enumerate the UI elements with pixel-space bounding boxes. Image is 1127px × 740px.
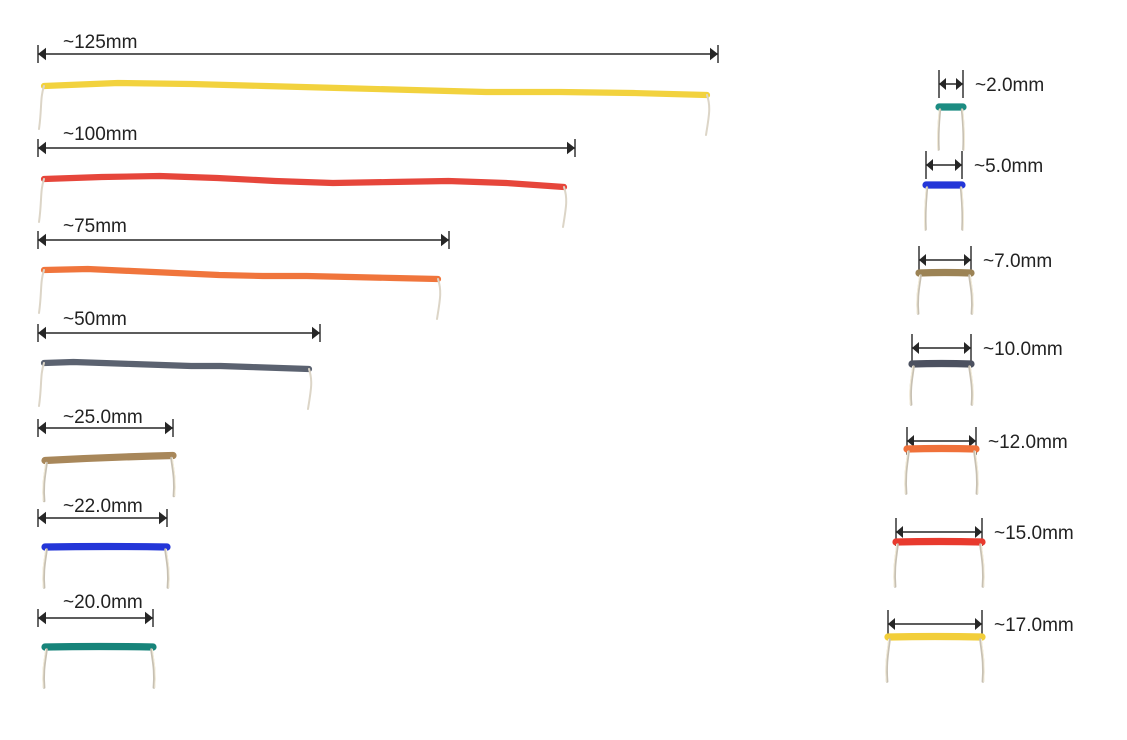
svg-text:~10.0mm: ~10.0mm <box>983 339 1063 360</box>
svg-text:~125mm: ~125mm <box>63 32 137 53</box>
svg-text:~22.0mm: ~22.0mm <box>63 496 143 517</box>
svg-text:~15.0mm: ~15.0mm <box>994 523 1074 544</box>
svg-text:~25.0mm: ~25.0mm <box>63 407 143 428</box>
svg-text:~2.0mm: ~2.0mm <box>975 75 1044 96</box>
svg-text:~20.0mm: ~20.0mm <box>63 592 143 613</box>
svg-text:~17.0mm: ~17.0mm <box>994 615 1074 636</box>
svg-text:~50mm: ~50mm <box>63 309 127 330</box>
svg-text:~75mm: ~75mm <box>63 216 127 237</box>
svg-text:~7.0mm: ~7.0mm <box>983 251 1052 272</box>
svg-text:~12.0mm: ~12.0mm <box>988 432 1068 453</box>
svg-text:~100mm: ~100mm <box>63 124 137 145</box>
svg-text:~5.0mm: ~5.0mm <box>974 156 1043 177</box>
